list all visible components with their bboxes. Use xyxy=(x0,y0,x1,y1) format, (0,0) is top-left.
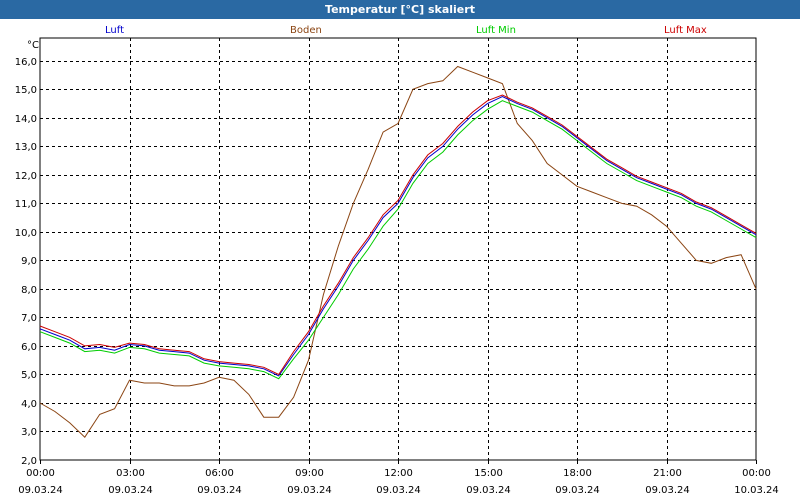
legend-luft: Luft xyxy=(105,25,124,36)
y-tick-label: 8,0 xyxy=(21,285,37,296)
x-tick-time: 00:00 xyxy=(742,468,771,479)
x-tick-time: 12:00 xyxy=(384,468,413,479)
legend-luft-min: Luft Min xyxy=(476,25,516,36)
y-tick-label: 10,0 xyxy=(15,228,37,239)
legend-boden: Boden xyxy=(290,25,322,36)
x-tick-date: 09.03.24 xyxy=(466,485,511,496)
x-tick-date: 09.03.24 xyxy=(645,485,690,496)
x-tick-time: 09:00 xyxy=(295,468,324,479)
y-tick-label: 14,0 xyxy=(15,114,37,125)
y-tick-label: 3,0 xyxy=(21,427,37,438)
grid xyxy=(39,37,757,464)
x-tick-time: 15:00 xyxy=(474,468,503,479)
x-tick-date: 09.03.24 xyxy=(287,485,332,496)
y-tick-label: 12,0 xyxy=(15,171,37,182)
x-tick-date: 09.03.24 xyxy=(197,485,242,496)
series-lines xyxy=(39,65,757,438)
x-tick-date: 10.03.24 xyxy=(734,485,779,496)
x-tick-date: 09.03.24 xyxy=(376,485,421,496)
x-tick-time: 18:00 xyxy=(563,468,592,479)
x-tick-time: 03:00 xyxy=(116,468,145,479)
y-tick-label: 9,0 xyxy=(21,256,37,267)
x-tick-date: 09.03.24 xyxy=(108,485,153,496)
x-tick-time: 06:00 xyxy=(205,468,234,479)
y-tick-label: 6,0 xyxy=(21,342,37,353)
legend-luft-max: Luft Max xyxy=(664,25,707,36)
chart-title-bar: Temperatur [°C] skaliert xyxy=(0,0,800,19)
y-tick-label: 7,0 xyxy=(21,313,37,324)
x-axis: 00:00 09.03.24 03:00 09.03.24 06:00 09.03.24 0… xyxy=(18,468,779,496)
x-tick-date: 09.03.24 xyxy=(555,485,600,496)
series-line-boden xyxy=(39,65,757,438)
x-tick-time: 00:00 xyxy=(26,468,55,479)
y-tick-label: 11,0 xyxy=(15,199,37,210)
y-tick-label: 5,0 xyxy=(21,370,37,381)
series-line-luft-min xyxy=(39,100,757,380)
y-axis: 2,0 3,0 4,0 5,0 6,0 7,0 8,0 9,0 10,0 11,0 12,0 13,0… xyxy=(15,57,37,467)
series-line-luft xyxy=(39,95,757,377)
y-tick-label: 2,0 xyxy=(21,456,37,467)
y-tick-label: 16,0 xyxy=(15,57,37,68)
y-tick-label: 13,0 xyxy=(15,142,37,153)
y-tick-label: 15,0 xyxy=(15,85,37,96)
x-tick-date: 09.03.24 xyxy=(18,485,63,496)
y-tick-label: 4,0 xyxy=(21,399,37,410)
x-tick-time: 21:00 xyxy=(653,468,682,479)
chart-title: Temperatur [°C] skaliert xyxy=(325,3,475,16)
y-axis-unit: °C xyxy=(27,40,39,51)
series-line-luft-max xyxy=(39,94,757,376)
